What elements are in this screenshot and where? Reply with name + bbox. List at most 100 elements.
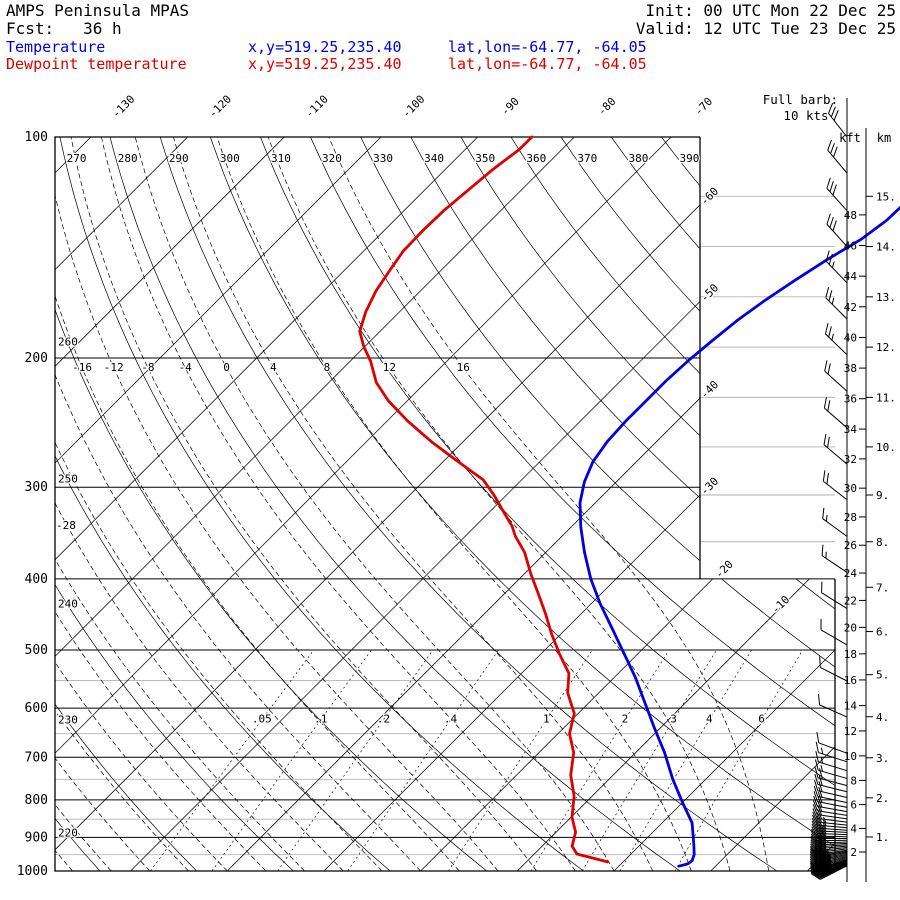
svg-text:340: 340: [424, 152, 444, 165]
svg-text:-80: -80: [595, 95, 618, 118]
svg-text:18: 18: [844, 648, 857, 661]
svg-text:200: 200: [25, 351, 48, 366]
svg-text:220: 220: [58, 826, 78, 839]
isotherms-group: [55, 137, 835, 871]
svg-text:.1: .1: [314, 713, 327, 726]
skewt-background: [55, 137, 835, 871]
svg-text:13.: 13.: [876, 291, 896, 304]
mixing-ratio-group: [150, 649, 803, 871]
svg-text:800: 800: [25, 793, 48, 808]
svg-text:2.: 2.: [876, 792, 889, 805]
svg-text:240: 240: [58, 597, 78, 610]
dewpoint-xy: x,y=519.25,235.40: [248, 55, 402, 73]
svg-text:1000: 1000: [17, 864, 48, 879]
svg-text:2: 2: [622, 713, 629, 726]
temperature-latlon: lat,lon=-64.77, -64.05: [448, 38, 647, 56]
svg-text:-20: -20: [713, 558, 736, 581]
svg-text:5.: 5.: [876, 669, 889, 682]
svg-text:330: 330: [373, 152, 393, 165]
svg-text:16: 16: [457, 361, 470, 374]
svg-text:-100: -100: [400, 93, 428, 121]
kft-scale-label: kft: [839, 131, 861, 145]
svg-text:400: 400: [25, 572, 48, 587]
svg-text:-70: -70: [692, 95, 715, 118]
model-title: AMPS Peninsula MPAS: [6, 1, 190, 20]
svg-text:4: 4: [270, 361, 277, 374]
temperature-legend-label: Temperature: [6, 38, 106, 56]
svg-text:8.: 8.: [876, 536, 889, 549]
svg-text:30: 30: [844, 482, 857, 495]
svg-text:100: 100: [25, 130, 48, 145]
svg-text:-12: -12: [104, 361, 124, 374]
svg-text:48: 48: [844, 209, 857, 222]
wind-barbs-group: [809, 98, 848, 882]
svg-text:380: 380: [628, 152, 648, 165]
svg-text:46: 46: [844, 240, 857, 253]
forecast-hour: Fcst: 36 h: [6, 19, 122, 38]
svg-text:270: 270: [67, 152, 87, 165]
svg-text:-120: -120: [206, 93, 234, 121]
svg-text:8: 8: [324, 361, 331, 374]
plot-frame: [54, 136, 836, 872]
svg-text:6: 6: [758, 713, 765, 726]
svg-text:9.: 9.: [876, 489, 889, 502]
svg-text:40: 40: [844, 331, 857, 344]
svg-text:12: 12: [844, 725, 857, 738]
svg-text:22: 22: [844, 594, 857, 607]
svg-text:16: 16: [844, 674, 857, 687]
svg-text:32: 32: [844, 453, 857, 466]
svg-text:12: 12: [383, 361, 396, 374]
svg-text:3: 3: [670, 713, 677, 726]
moist-adiabats-group: [55, 137, 770, 871]
svg-text:34: 34: [844, 423, 858, 436]
svg-text:-40: -40: [698, 378, 721, 401]
dewpoint-latlon: lat,lon=-64.77, -64.05: [448, 55, 647, 73]
svg-text:.2: .2: [377, 713, 390, 726]
svg-text:10.: 10.: [876, 441, 896, 454]
svg-text:300: 300: [220, 152, 240, 165]
svg-text:11.: 11.: [876, 391, 896, 404]
svg-text:10: 10: [844, 750, 857, 763]
svg-text:900: 900: [25, 830, 48, 845]
svg-text:7.: 7.: [876, 581, 889, 594]
altitude-gridlines: [700, 195, 835, 543]
svg-text:2: 2: [850, 846, 857, 859]
svg-text:350: 350: [475, 152, 495, 165]
svg-text:20: 20: [844, 621, 857, 634]
barb-legend-line2: 10 kts: [783, 108, 828, 123]
svg-text:-4: -4: [179, 361, 193, 374]
svg-text:-10: -10: [769, 593, 792, 616]
svg-text:28: 28: [844, 511, 857, 524]
svg-text:-50: -50: [698, 281, 721, 304]
svg-text:290: 290: [169, 152, 189, 165]
svg-text:6: 6: [850, 799, 857, 812]
svg-text:44: 44: [844, 270, 858, 283]
svg-text:38: 38: [844, 362, 857, 375]
dry-adiabats-group: [55, 137, 835, 871]
svg-text:8: 8: [850, 774, 857, 787]
svg-text:4.: 4.: [876, 711, 889, 724]
svg-text:36: 36: [844, 393, 857, 406]
svg-text:300: 300: [25, 480, 48, 495]
svg-text:500: 500: [25, 643, 48, 658]
valid-time: Valid: 12 UTC Tue 23 Dec 25: [635, 19, 896, 38]
dewpoint-curve: [358, 135, 609, 864]
svg-text:-60: -60: [698, 185, 721, 208]
svg-text:.05: .05: [252, 713, 272, 726]
svg-text:14.: 14.: [876, 241, 896, 254]
svg-text:-28: -28: [56, 519, 76, 532]
svg-text:370: 370: [577, 152, 597, 165]
svg-text:260: 260: [58, 336, 78, 349]
svg-text:390: 390: [680, 152, 700, 165]
svg-text:14: 14: [844, 700, 858, 713]
svg-text:230: 230: [58, 714, 78, 727]
svg-text:310: 310: [271, 152, 291, 165]
svg-text:320: 320: [322, 152, 342, 165]
svg-text:1.: 1.: [876, 831, 889, 844]
svg-text:1: 1: [543, 713, 550, 726]
svg-text:-8: -8: [141, 361, 154, 374]
svg-text:250: 250: [58, 473, 78, 486]
svg-text:-90: -90: [499, 95, 522, 118]
svg-text:15.: 15.: [876, 190, 896, 203]
